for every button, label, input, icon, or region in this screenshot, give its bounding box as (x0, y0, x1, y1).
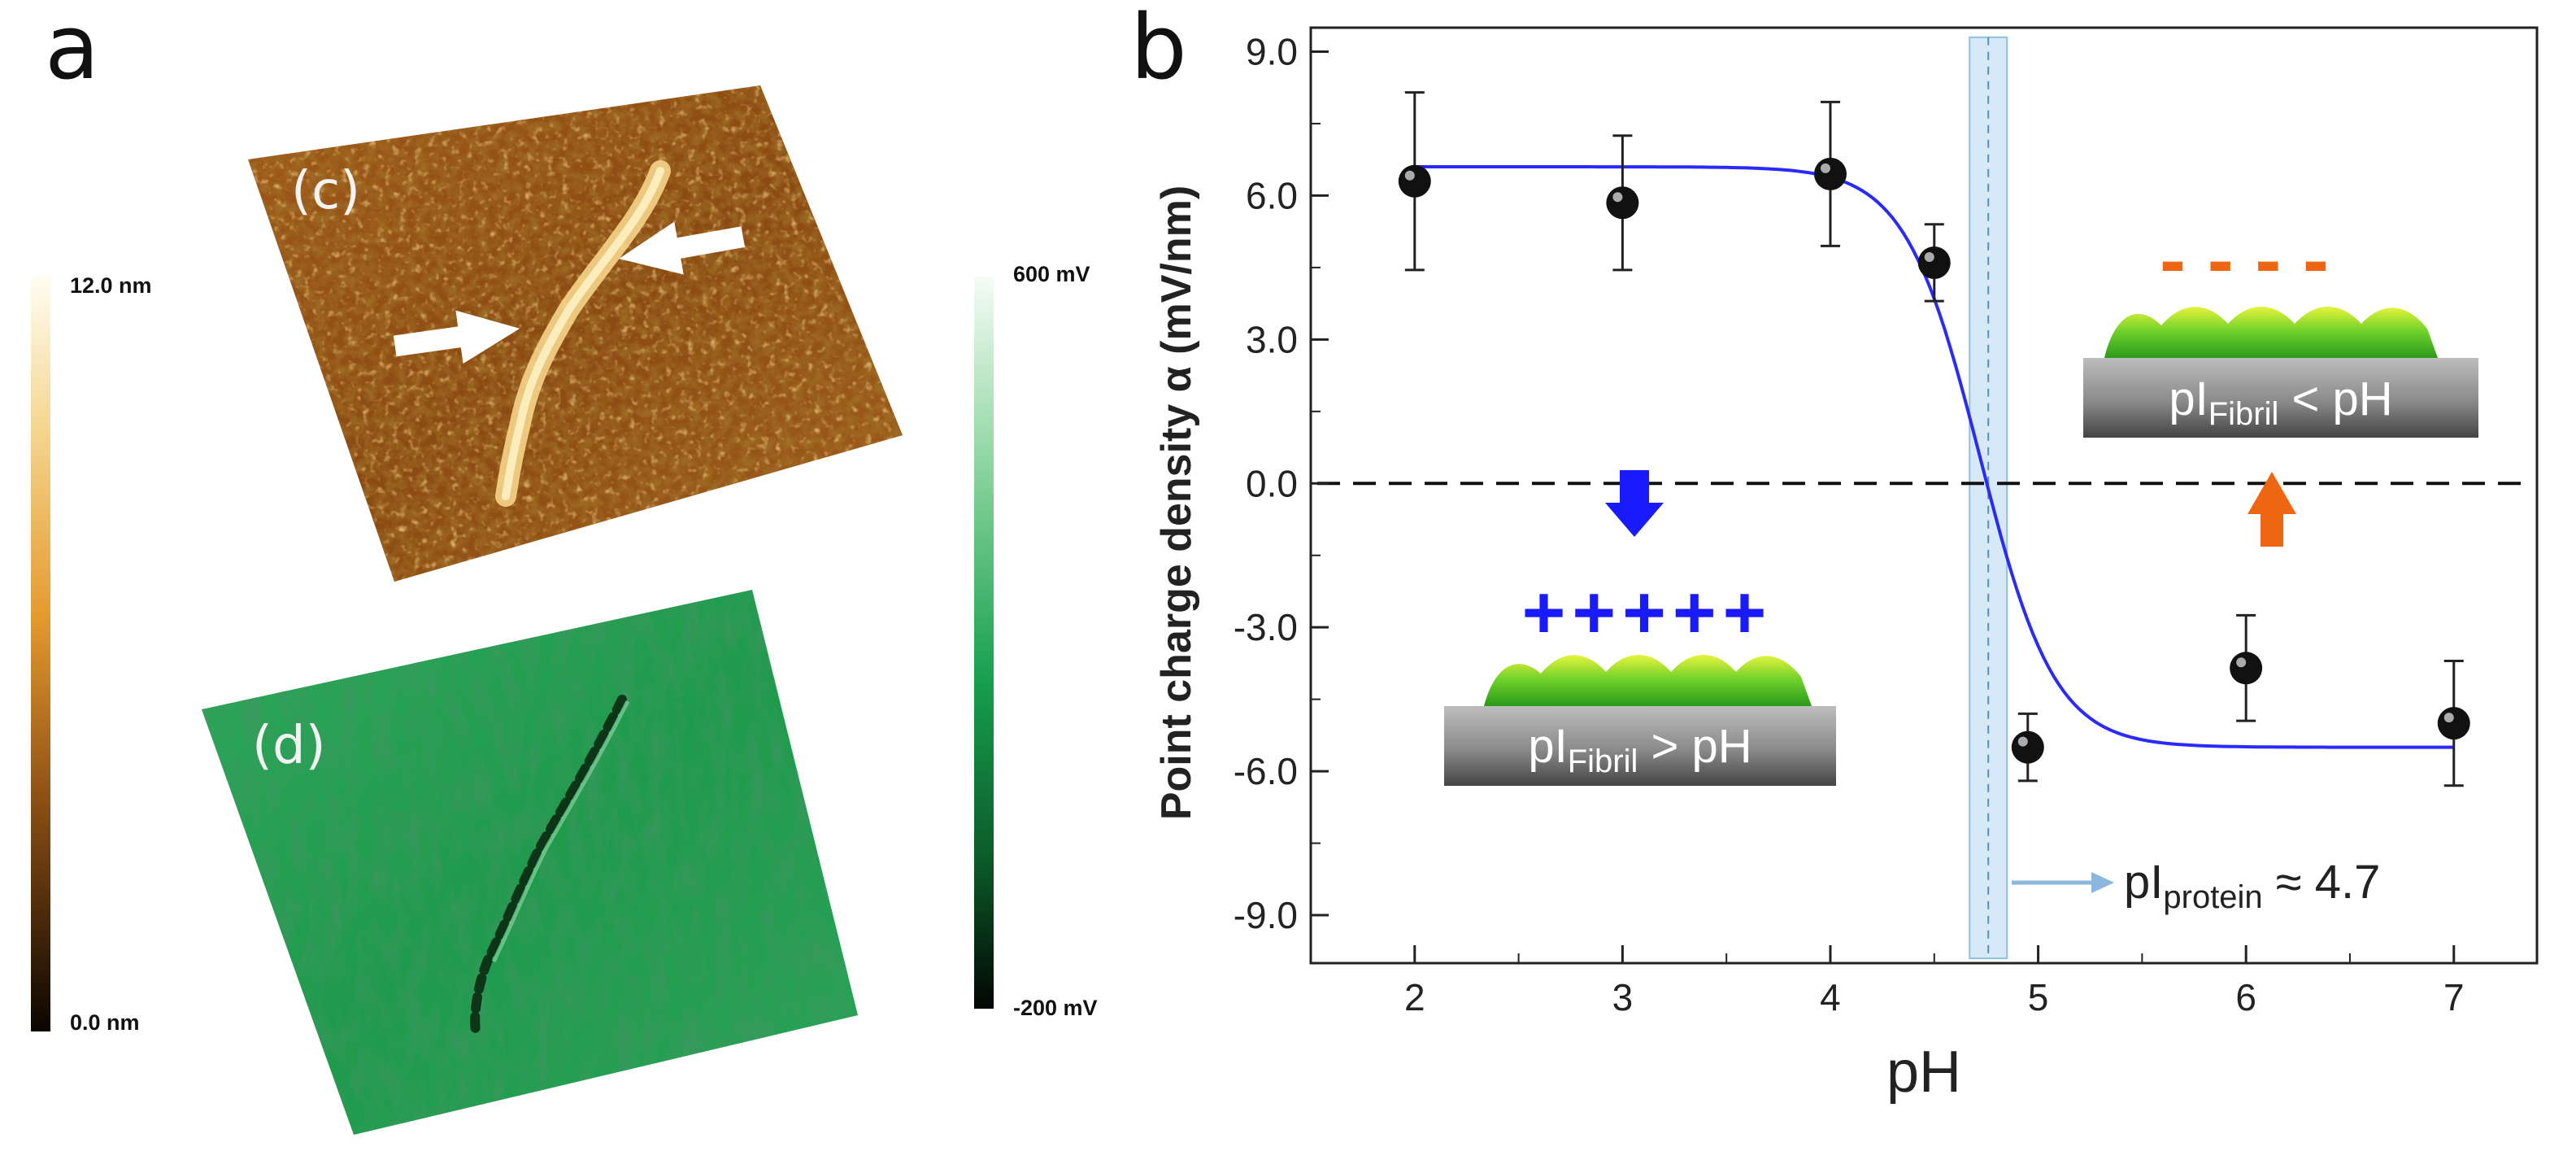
x-tick-label: 5 (2028, 976, 2049, 1018)
plus-charges: +++++ (1522, 571, 1773, 654)
image-d-label: (d) (252, 716, 326, 776)
inset-bottom-pi: pI (1528, 720, 1567, 773)
point-highlight (2017, 736, 2028, 747)
point-marker (1813, 157, 1847, 190)
y-axis-label: Point charge density α (mV/nm) (1153, 185, 1200, 820)
substrate-slab (1444, 706, 1836, 786)
point-marker (2011, 730, 2044, 764)
x-tick-label: 6 (2235, 976, 2256, 1018)
y-tick-label: 9.0 (1246, 30, 1298, 72)
data-point (2230, 613, 2263, 722)
x-tick-label: 2 (1404, 976, 1425, 1018)
point-highlight (1924, 251, 1934, 262)
x-axis-label: pH (1886, 1040, 1961, 1105)
data-point (2011, 712, 2044, 783)
height-colorbar (31, 277, 50, 1031)
point-highlight (1820, 163, 1830, 173)
x-tick-label: 3 (1612, 976, 1634, 1018)
point-marker (1606, 186, 1639, 220)
pi-pointer-head (2091, 872, 2114, 893)
plot-frame (1309, 26, 2539, 965)
inset-positive-fibril: +++++ pIFibril > pH (1444, 470, 1836, 786)
point-marker (2437, 707, 2470, 740)
data-point (1606, 134, 1639, 272)
fibril-shape-top (2104, 307, 2438, 358)
point-highlight (2236, 657, 2247, 668)
data-point (1917, 223, 1951, 303)
potential-min-label: -200 mV (1013, 996, 1098, 1020)
pi-annotation: pIprotein ≈ 4.7 (2012, 856, 2380, 915)
potential-max-label: 600 mV (1013, 262, 1090, 286)
inset-bottom-label: pIFibril > pH (1528, 720, 1751, 779)
panel-b-letter: b (1130, 0, 1187, 99)
inset-bottom-rel: > pH (1638, 720, 1751, 773)
y-tick-label: 0.0 (1246, 462, 1298, 504)
white-arrow-left (393, 310, 520, 364)
x-tick-label: 4 (1820, 976, 1841, 1018)
y-tick-label: -9.0 (1234, 894, 1298, 936)
pi-annotation-prefix: pI (2124, 856, 2163, 909)
y-tick-label: -3.0 (1234, 606, 1298, 648)
substrate-slab-top (2083, 358, 2478, 438)
pi-annotation-text: pIprotein ≈ 4.7 (2124, 856, 2380, 915)
point-marker (1917, 246, 1951, 279)
afm-height-image (31, 85, 994, 1135)
height-min-label: 0.0 nm (70, 1010, 140, 1035)
inset-bottom-sub: Fibril (1568, 744, 1638, 779)
y-tick-label: 6.0 (1246, 174, 1298, 216)
y-tick-label: 3.0 (1246, 318, 1298, 360)
potential-colorbar (974, 277, 994, 1009)
x-tick-label: 7 (2443, 976, 2465, 1018)
white-arrow-right (619, 221, 746, 275)
inset-negative-fibril: - - - - pIFibril < pH (2083, 216, 2478, 547)
point-marker (1398, 164, 1431, 198)
data-point (2437, 659, 2470, 787)
fibril-shape (1484, 655, 1812, 706)
pi-annotation-sub: protein (2163, 879, 2262, 915)
image-c-label: (c) (291, 161, 361, 221)
inset-top-label: pIFibril < pH (2169, 373, 2392, 432)
data-point (1813, 100, 1847, 247)
down-arrow (1605, 470, 1664, 537)
data-point (1398, 91, 1431, 272)
point-highlight (1612, 192, 1623, 203)
point-highlight (1404, 170, 1415, 181)
y-tick-label: -6.0 (1234, 750, 1298, 792)
height-max-label: 12.0 nm (70, 273, 152, 298)
pi-annotation-suffix: ≈ 4.7 (2263, 856, 2381, 909)
minus-charges: - - - - (2160, 216, 2329, 303)
inset-top-pi: pI (2169, 373, 2208, 425)
point-highlight (2443, 713, 2454, 723)
afm-height-map (248, 85, 903, 582)
panel-a-letter: a (45, 0, 100, 99)
point-marker (2230, 652, 2263, 685)
up-arrow (2247, 472, 2296, 547)
inset-top-rel: < pH (2278, 373, 2392, 425)
inset-top-sub: Fibril (2208, 396, 2279, 432)
kpfm-potential-map (202, 590, 858, 1135)
